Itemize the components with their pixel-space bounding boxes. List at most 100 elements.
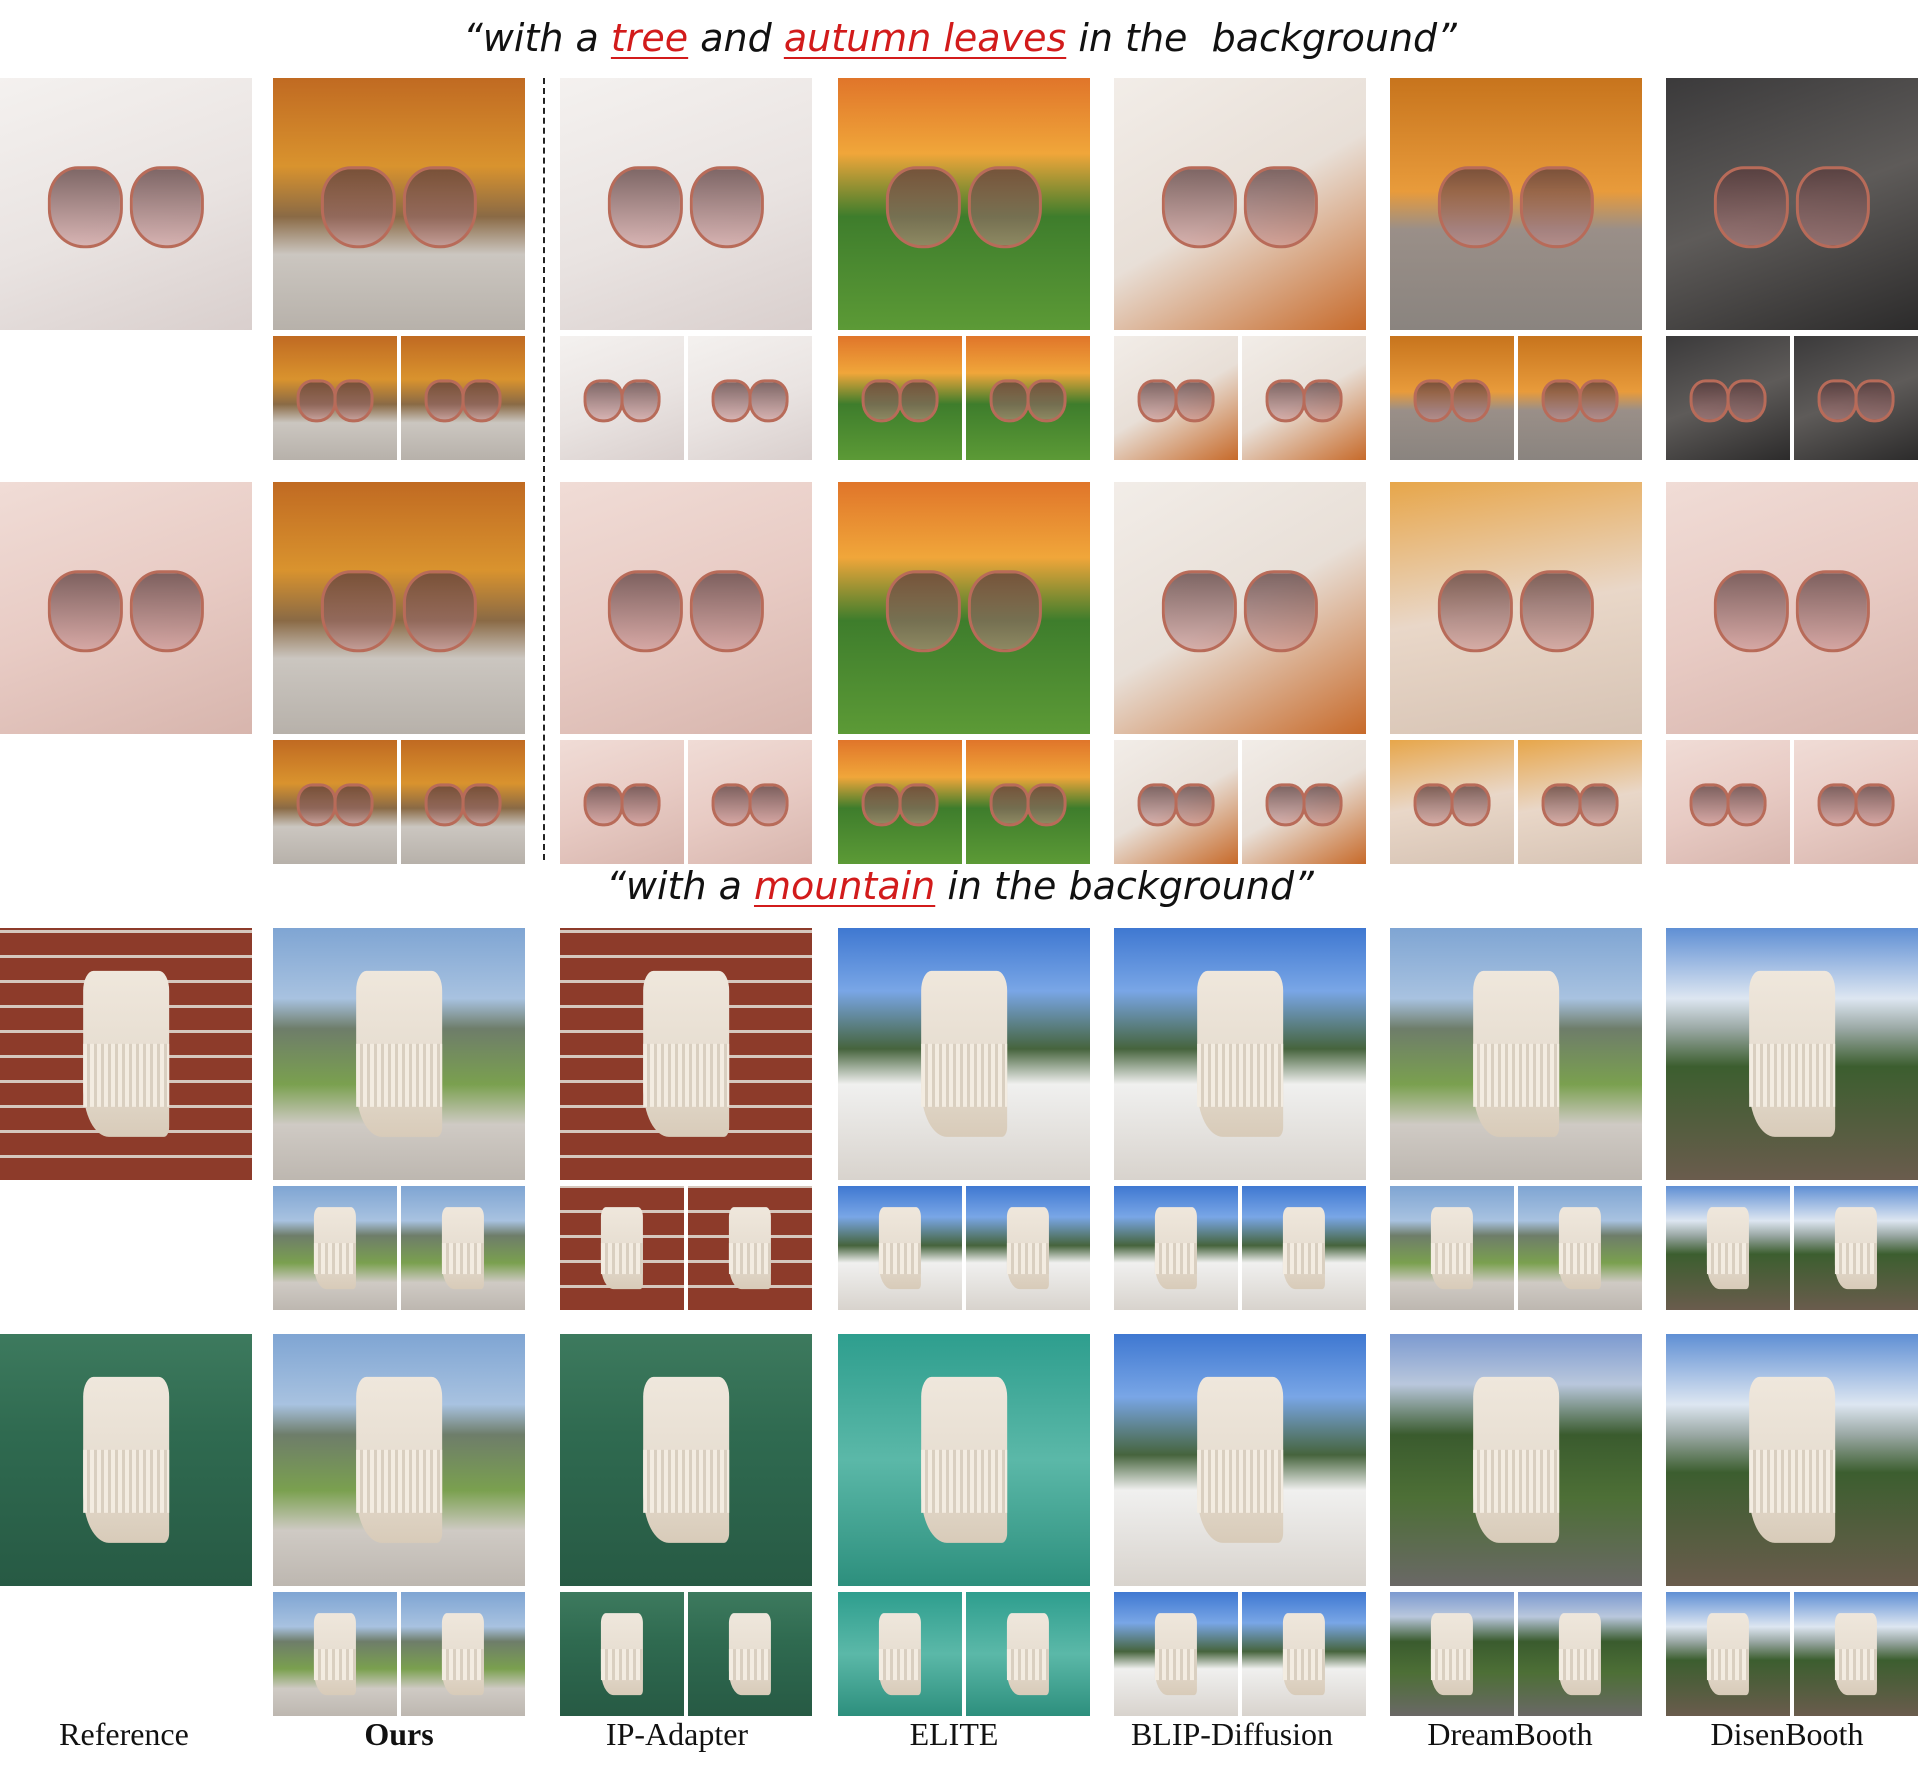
boot-subject (728, 1613, 772, 1695)
blip-diffusion-thumb-image (1242, 1592, 1366, 1716)
sunglasses-subject (989, 783, 1067, 827)
sunglasses-subject (296, 783, 374, 827)
sunglasses-subject (1817, 783, 1895, 827)
column-label-blip-diffusion: BLIP-Diffusion (1130, 1716, 1334, 1752)
elite-main-image (838, 1334, 1090, 1586)
ours-main-image (273, 482, 525, 734)
sunglasses-subject (1541, 379, 1619, 423)
ours-thumb-image (401, 1592, 525, 1716)
elite-thumb-image (966, 1592, 1090, 1716)
disenbooth-thumb-image (1794, 336, 1918, 460)
boot-subject (1006, 1613, 1050, 1695)
disenbooth-thumb-image (1794, 1186, 1918, 1310)
ip-adapter-main-image (560, 78, 812, 330)
boot-subject (921, 970, 1007, 1138)
disenbooth-thumb-image (1666, 740, 1790, 864)
sunglasses-subject (1817, 379, 1895, 423)
boot-subject (441, 1613, 485, 1695)
boot-subject (600, 1613, 644, 1695)
highlight-mountain: mountain (753, 864, 936, 908)
sunglasses-subject (607, 166, 765, 248)
boot-subject (1473, 970, 1559, 1138)
disenbooth-thumb-image (1666, 336, 1790, 460)
boot-subject (1473, 1376, 1559, 1544)
boot-subject (313, 1613, 357, 1695)
boot-subject (1558, 1207, 1602, 1289)
sunglasses-subject (47, 166, 205, 248)
sunglasses-subject (320, 166, 478, 248)
reference-divider (543, 78, 545, 860)
reference-main-image (0, 78, 252, 330)
elite-main-image (838, 78, 1090, 330)
column-label-reference: Reference (59, 1716, 189, 1752)
sunglasses-subject (1413, 379, 1491, 423)
ours-thumb-image (273, 1186, 397, 1310)
ip-adapter-main-image (560, 482, 812, 734)
disenbooth-thumb-image (1666, 1592, 1790, 1716)
sunglasses-subject (885, 570, 1043, 652)
boot-subject (1749, 1376, 1835, 1544)
boot-subject (441, 1207, 485, 1289)
boot-subject (1834, 1207, 1878, 1289)
boot-subject (728, 1207, 772, 1289)
boot-subject (356, 1376, 442, 1544)
prompt-caption-bottom: “with a mountain in the background” (606, 864, 1314, 908)
boot-subject (1282, 1207, 1326, 1289)
ip-adapter-thumb-image (560, 740, 684, 864)
elite-main-image (838, 482, 1090, 734)
sunglasses-subject (320, 570, 478, 652)
sunglasses-subject (1689, 379, 1767, 423)
dreambooth-main-image (1390, 482, 1642, 734)
boot-subject (356, 970, 442, 1138)
sunglasses-subject (885, 166, 1043, 248)
blip-diffusion-thumb-image (1242, 1186, 1366, 1310)
ours-thumb-image (273, 740, 397, 864)
disenbooth-thumb-image (1794, 1592, 1918, 1716)
boot-subject (83, 1376, 169, 1544)
blip-diffusion-thumb-image (1114, 1592, 1238, 1716)
elite-thumb-image (966, 336, 1090, 460)
sunglasses-subject (861, 783, 939, 827)
sunglasses-subject (1437, 166, 1595, 248)
sunglasses-subject (1713, 570, 1871, 652)
dreambooth-main-image (1390, 78, 1642, 330)
ip-adapter-thumb-image (688, 740, 812, 864)
boot-subject (1154, 1613, 1198, 1695)
ip-adapter-thumb-image (688, 1186, 812, 1310)
column-label-dreambooth: DreamBooth (1427, 1716, 1593, 1752)
disenbooth-thumb-image (1666, 1186, 1790, 1310)
ours-thumb-image (401, 1186, 525, 1310)
sunglasses-subject (1437, 570, 1595, 652)
reference-main-image (0, 1334, 252, 1586)
highlight-autumn-leaves: autumn leaves (783, 16, 1067, 60)
sunglasses-subject (1265, 783, 1343, 827)
ours-main-image (273, 928, 525, 1180)
disenbooth-thumb-image (1794, 740, 1918, 864)
ours-thumb-image (401, 336, 525, 460)
blip-diffusion-thumb-image (1242, 336, 1366, 460)
elite-thumb-image (838, 1592, 962, 1716)
blip-diffusion-thumb-image (1114, 336, 1238, 460)
column-label-ip-adapter: IP-Adapter (605, 1716, 749, 1752)
reference-main-image (0, 482, 252, 734)
boot-subject (878, 1613, 922, 1695)
dreambooth-thumb-image (1518, 1592, 1642, 1716)
sunglasses-subject (1137, 379, 1215, 423)
elite-thumb-image (838, 336, 962, 460)
boot-subject (921, 1376, 1007, 1544)
boot-subject (313, 1207, 357, 1289)
highlight-tree: tree (610, 16, 689, 60)
sunglasses-subject (296, 379, 374, 423)
blip-diffusion-thumb-image (1114, 740, 1238, 864)
dreambooth-thumb-image (1518, 740, 1642, 864)
ours-thumb-image (273, 1592, 397, 1716)
boot-subject (1749, 970, 1835, 1138)
ip-adapter-thumb-image (560, 336, 684, 460)
sunglasses-subject (989, 379, 1067, 423)
dreambooth-thumb-image (1390, 1186, 1514, 1310)
elite-main-image (838, 928, 1090, 1180)
dreambooth-thumb-image (1518, 1186, 1642, 1310)
sunglasses-subject (607, 570, 765, 652)
dreambooth-thumb-image (1518, 336, 1642, 460)
column-label-ours: Ours (364, 1716, 434, 1752)
